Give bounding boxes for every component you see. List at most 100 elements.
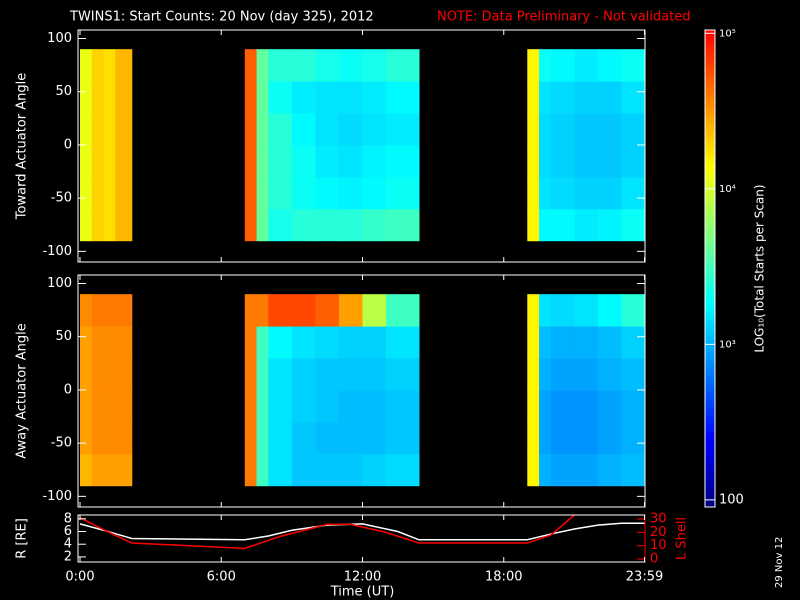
heatmap-cell bbox=[338, 208, 363, 242]
heatmap-cell bbox=[539, 144, 552, 178]
colorbar-swatch bbox=[705, 427, 715, 432]
heatmap-cell bbox=[386, 208, 420, 242]
colorbar-swatch bbox=[705, 304, 715, 309]
colorbar-swatch bbox=[705, 77, 715, 83]
heatmap-cell bbox=[291, 294, 316, 327]
chart-title: TWINS1: Start Counts: 20 Nov (day 325), … bbox=[69, 10, 374, 25]
heatmap-cell bbox=[597, 176, 622, 210]
colorbar-swatch bbox=[705, 272, 715, 277]
colorbar-swatch bbox=[705, 53, 715, 59]
x-tick-label: 0:00 bbox=[65, 570, 94, 585]
colorbar-swatch bbox=[705, 316, 715, 321]
heatmap-cell bbox=[80, 421, 93, 455]
colorbar-swatch bbox=[705, 129, 715, 134]
line bbox=[79, 522, 645, 541]
colorbar-swatch bbox=[705, 149, 715, 154]
heatmap-cell bbox=[597, 208, 622, 242]
colorbar-swatch bbox=[705, 355, 715, 361]
x-axis-label: Time (UT) bbox=[330, 585, 395, 600]
heatmap-cell bbox=[268, 453, 293, 487]
heatmap-cell bbox=[539, 453, 552, 487]
colorbar-swatch bbox=[705, 499, 715, 504]
heatmap-cell bbox=[103, 144, 116, 178]
heatmap-cell bbox=[338, 421, 363, 455]
heatmap-cell bbox=[91, 358, 105, 391]
colorbar-tick-label: 10³ bbox=[719, 339, 736, 350]
heatmap-cell bbox=[80, 144, 93, 178]
heatmap-cell bbox=[386, 144, 420, 178]
heatmap-cell bbox=[527, 81, 540, 114]
x-tick-label: 23:59 bbox=[626, 570, 663, 585]
colorbar-swatch bbox=[705, 216, 715, 222]
heatmap-cell bbox=[315, 113, 340, 146]
heatmap-cell bbox=[103, 358, 116, 391]
colorbar-swatch bbox=[705, 288, 715, 293]
heatmap-cell bbox=[550, 49, 575, 82]
heatmap-cell bbox=[103, 421, 116, 455]
colorbar-swatch bbox=[705, 495, 715, 500]
colorbar-swatch bbox=[705, 399, 715, 405]
colorbar-swatch bbox=[705, 73, 715, 79]
heatmap-cell bbox=[315, 81, 340, 114]
heatmap-cell bbox=[338, 113, 363, 146]
colorbar-swatch bbox=[705, 69, 715, 75]
y-tick-label: 4 bbox=[64, 537, 72, 552]
heatmap-cell bbox=[386, 389, 420, 423]
x-tick-label: 12:00 bbox=[344, 570, 381, 585]
heatmap-cell bbox=[244, 453, 258, 487]
colorbar-swatch bbox=[705, 276, 715, 281]
colorbar-swatch bbox=[705, 391, 715, 397]
colorbar-swatch bbox=[705, 93, 715, 99]
heatmap-cell bbox=[80, 294, 93, 327]
heatmap-cell bbox=[362, 326, 387, 359]
heatmap-cell bbox=[621, 208, 646, 242]
heatmap-cell bbox=[315, 421, 340, 455]
heatmap-cell bbox=[115, 453, 133, 487]
heatmap-cell bbox=[597, 81, 622, 114]
heatmap-cell bbox=[527, 326, 540, 359]
heatmap-cell bbox=[574, 326, 599, 359]
heatmap-cell bbox=[621, 358, 646, 391]
heatmap-cell bbox=[338, 358, 363, 391]
heatmap-cell bbox=[386, 358, 420, 391]
colorbar-swatch bbox=[705, 359, 715, 365]
heatmap-cell bbox=[574, 421, 599, 455]
heatmap-cell bbox=[268, 144, 293, 178]
colorbar-swatch bbox=[705, 30, 715, 35]
heatmap-cell bbox=[315, 208, 340, 242]
heatmap-cell bbox=[103, 453, 116, 487]
colorbar-swatch bbox=[705, 280, 715, 285]
heatmap-cell bbox=[80, 358, 93, 391]
heatmap-cell bbox=[362, 176, 387, 210]
colorbar-swatch bbox=[705, 141, 715, 146]
heatmap-cell bbox=[244, 294, 258, 327]
heatmap-cell bbox=[338, 453, 363, 487]
colorbar-swatch bbox=[705, 284, 715, 289]
heatmap-cell bbox=[386, 176, 420, 210]
heatmap-cell bbox=[268, 49, 293, 82]
heatmap-cell bbox=[550, 326, 575, 359]
colorbar-swatch bbox=[705, 81, 715, 87]
heatmap-cell bbox=[103, 81, 116, 114]
colorbar-swatch bbox=[705, 125, 715, 130]
heatmap-cell bbox=[527, 144, 540, 178]
y2-tick-label: 0 bbox=[650, 552, 658, 567]
colorbar-swatch bbox=[705, 447, 715, 452]
heatmap-cell bbox=[574, 389, 599, 423]
colorbar-swatch bbox=[705, 387, 715, 393]
heatmap-cell bbox=[386, 294, 420, 327]
heatmap-cell bbox=[597, 144, 622, 178]
colorbar-swatch bbox=[705, 185, 715, 190]
heatmap-cell bbox=[256, 176, 269, 210]
colorbar-swatch bbox=[705, 224, 715, 230]
heatmap-cell bbox=[268, 326, 293, 359]
colorbar-swatch bbox=[705, 145, 715, 150]
heatmap-cell bbox=[386, 81, 420, 114]
heatmap-cell bbox=[527, 421, 540, 455]
heatmap-cell bbox=[256, 294, 269, 327]
colorbar-swatch bbox=[705, 57, 715, 63]
heatmap-cell bbox=[338, 81, 363, 114]
colorbar-swatch bbox=[705, 328, 715, 333]
colorbar-swatch bbox=[705, 177, 715, 182]
heatmap-cell bbox=[256, 113, 269, 146]
